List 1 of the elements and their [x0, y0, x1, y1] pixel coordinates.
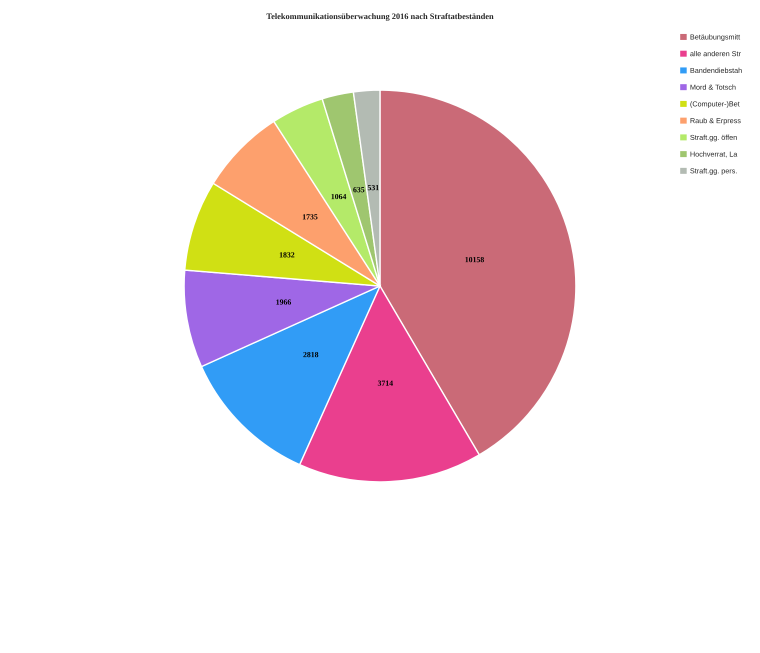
chart-title: Telekommunikationsüberwachung 2016 nach Straftatbeständen	[266, 13, 494, 21]
